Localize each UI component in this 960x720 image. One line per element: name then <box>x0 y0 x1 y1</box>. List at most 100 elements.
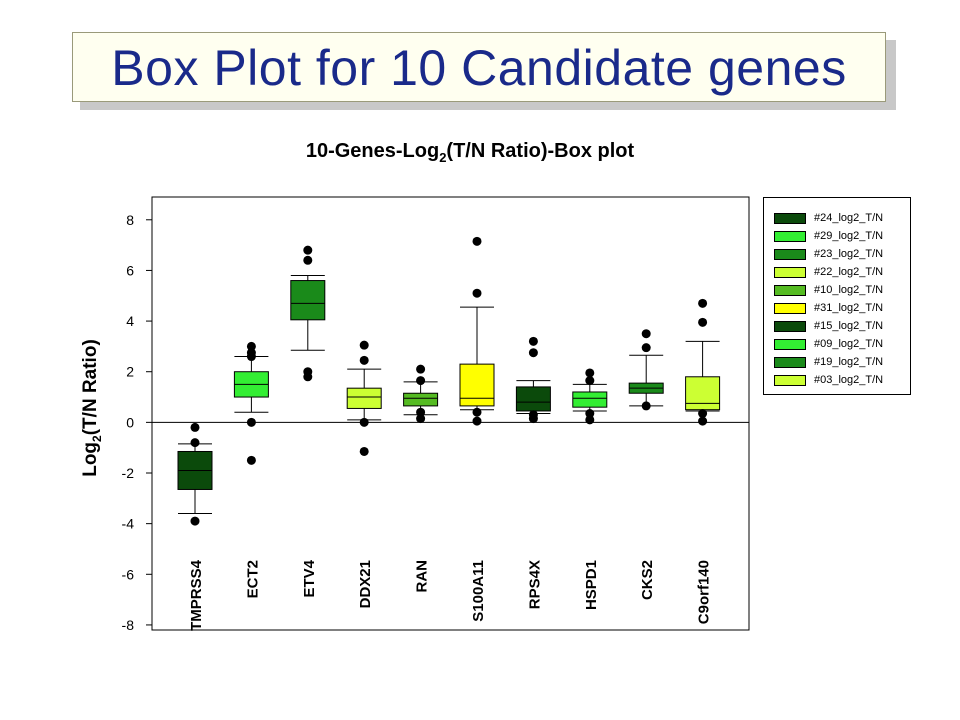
outlier-point <box>190 422 200 432</box>
legend-label: #31_log2_T/N <box>814 302 884 314</box>
legend-swatch <box>774 320 806 332</box>
box-body <box>346 387 382 409</box>
legend-item: #19_log2_T/N <box>774 353 910 371</box>
x-category-label: ECT2 <box>244 560 261 598</box>
legend-label: #19_log2_T/N <box>814 356 884 368</box>
legend-swatch <box>774 266 806 278</box>
outlier-point <box>472 416 482 426</box>
legend-label: #23_log2_T/N <box>814 248 884 260</box>
legend-item: #10_log2_T/N <box>774 281 910 299</box>
outlier-point <box>585 368 595 378</box>
box-body <box>290 280 326 321</box>
outlier-point <box>472 288 482 298</box>
legend-item: #29_log2_T/N <box>774 227 910 245</box>
legend-item: #31_log2_T/N <box>774 299 910 317</box>
chart-title-subscript: 2 <box>439 150 447 165</box>
y-tick-label: 4 <box>126 313 134 329</box>
outlier-point <box>698 416 708 426</box>
outlier-point <box>246 417 256 427</box>
outlier-point <box>641 401 651 411</box>
chart-title-part-2: (T/N Ratio)-Box plot <box>446 140 635 162</box>
legend-item: #09_log2_T/N <box>774 335 910 353</box>
box-ddx21: DDX21 <box>346 340 382 608</box>
legend-item: #24_log2_T/N <box>774 209 910 227</box>
outlier-point <box>416 364 426 374</box>
box-ran: RAN <box>403 364 439 593</box>
box-tmprss4: TMPRSS4 <box>177 422 213 631</box>
y-tick-label: -4 <box>122 516 135 532</box>
outlier-point <box>698 409 708 418</box>
chart-title: 10-Genes-Log2(T/N Ratio)-Box plot <box>160 140 780 165</box>
box-cks2: CKS2 <box>628 329 664 600</box>
box-body <box>403 392 439 407</box>
outlier-point <box>641 343 651 353</box>
box-rps4x: RPS4X <box>515 336 551 609</box>
legend-item: #22_log2_T/N <box>774 263 910 281</box>
outlier-point <box>641 329 651 339</box>
y-tick-label: 6 <box>126 262 134 278</box>
legend-label: #10_log2_T/N <box>814 284 884 296</box>
outlier-point <box>416 414 426 424</box>
legend-swatch <box>774 248 806 260</box>
box-body <box>459 363 495 407</box>
outlier-point <box>190 516 200 526</box>
legend-label: #15_log2_T/N <box>814 320 884 332</box>
legend-swatch <box>774 338 806 350</box>
outlier-point <box>359 340 369 350</box>
y-tick-label: 2 <box>126 364 134 380</box>
legend-label: #24_log2_T/N <box>814 212 884 224</box>
outlier-point <box>359 446 369 456</box>
outlier-point <box>416 376 426 386</box>
legend-label: #03_log2_T/N <box>814 374 884 386</box>
legend-label: #22_log2_T/N <box>814 266 884 278</box>
legend-swatch <box>774 230 806 242</box>
box-body <box>572 391 608 408</box>
box-body <box>515 386 551 412</box>
slide-title-box: Box Plot for 10 Candidate genes <box>72 32 886 102</box>
y-tick-label: -8 <box>122 617 135 633</box>
legend: #24_log2_T/N #29_log2_T/N #23_log2_T/N #22_… <box>763 197 911 395</box>
legend-label: #09_log2_T/N <box>814 338 884 350</box>
outlier-point <box>528 336 538 346</box>
x-category-label: HSPD1 <box>583 560 600 610</box>
x-category-label: RPS4X <box>526 560 543 609</box>
box-ect2: ECT2 <box>233 341 269 598</box>
outlier-point <box>246 455 256 465</box>
legend-swatch <box>774 302 806 314</box>
legend-swatch <box>774 374 806 386</box>
legend-label: #29_log2_T/N <box>814 230 884 242</box>
outlier-point <box>472 236 482 246</box>
outlier-point <box>303 372 313 382</box>
x-category-label: C9orf140 <box>696 560 713 624</box>
legend-swatch <box>774 284 806 296</box>
y-tick-label: 0 <box>126 414 134 430</box>
plot-frame <box>151 196 750 631</box>
outlier-point <box>528 348 538 358</box>
x-category-label: RAN <box>414 560 431 593</box>
outlier-point <box>585 409 595 418</box>
outlier-point <box>303 255 313 265</box>
x-category-label: ETV4 <box>301 559 318 597</box>
box-s100a11: S100A11 <box>459 236 495 622</box>
outlier-point <box>698 298 708 308</box>
x-category-label: DDX21 <box>357 560 374 608</box>
legend-item: #03_log2_T/N <box>774 371 910 389</box>
slide-title: Box Plot for 10 Candidate genes <box>111 40 847 96</box>
outlier-point <box>585 376 595 386</box>
outlier-point <box>528 414 538 424</box>
outlier-point <box>303 245 313 255</box>
outlier-point <box>472 407 482 417</box>
chart-title-part-1: 10-Genes-Log <box>305 140 440 162</box>
outlier-point <box>359 355 369 365</box>
outlier-point <box>698 317 708 327</box>
outlier-point <box>246 341 256 351</box>
box-etv4: ETV4 <box>290 245 326 598</box>
x-category-label: CKS2 <box>639 560 656 600</box>
outlier-point <box>190 438 200 448</box>
outlier-point <box>246 352 256 362</box>
outlier-point <box>585 415 595 425</box>
box-c9orf140: C9orf140 <box>685 298 721 624</box>
x-category-label: TMPRSS4 <box>188 559 205 631</box>
legend-item: #15_log2_T/N <box>774 317 910 335</box>
